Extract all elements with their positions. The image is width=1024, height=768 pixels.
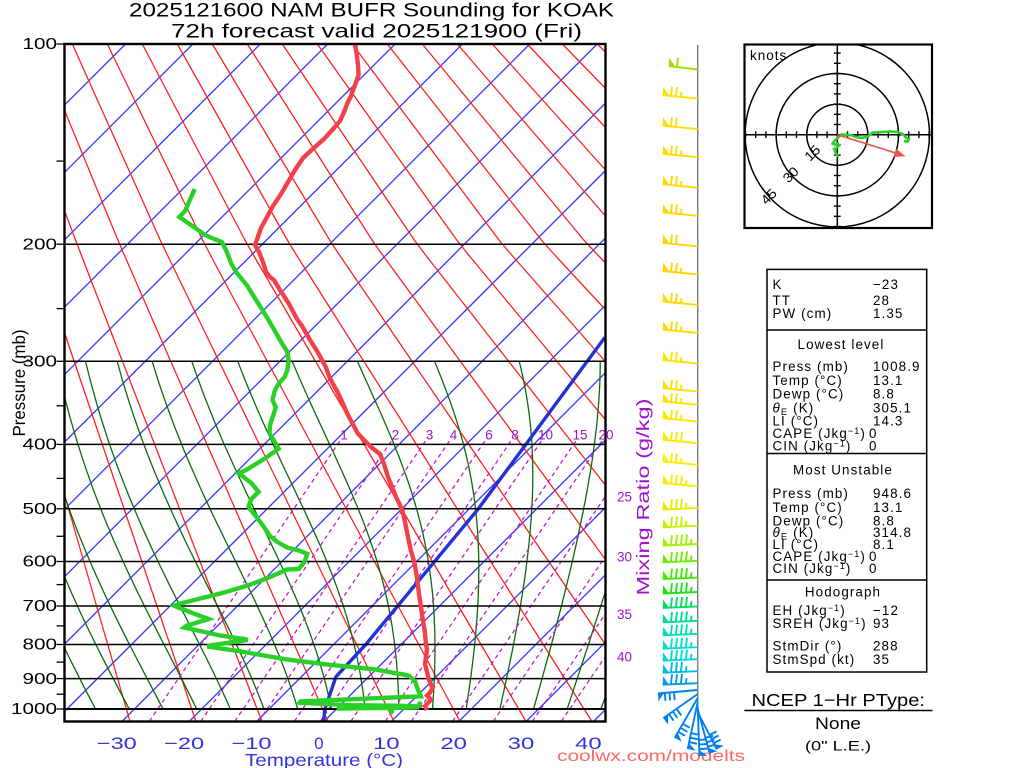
svg-text:72h forecast valid 2025121900: 72h forecast valid 2025121900 (Fri) xyxy=(171,21,582,43)
svg-text:40: 40 xyxy=(617,650,632,665)
svg-text:100: 100 xyxy=(23,36,58,53)
svg-text:LI (°C): LI (°C) xyxy=(773,537,820,552)
svg-text:700: 700 xyxy=(23,598,58,615)
svg-text:4: 4 xyxy=(450,428,458,443)
svg-text:2: 2 xyxy=(392,428,400,443)
svg-text:StmDir (°): StmDir (°) xyxy=(773,638,843,653)
svg-text:EH (Jkg−1): EH (Jkg−1) xyxy=(773,603,846,618)
svg-text:Pressure (mb): Pressure (mb) xyxy=(9,330,29,437)
svg-text:(0" L.E.): (0" L.E.) xyxy=(805,739,871,754)
svg-text:0: 0 xyxy=(314,734,323,753)
svg-text:−30: −30 xyxy=(97,734,137,753)
svg-text:Press (mb): Press (mb) xyxy=(773,359,849,374)
svg-text:CIN (Jkg−1): CIN (Jkg−1) xyxy=(773,439,852,454)
svg-text:2025121600 NAM BUFR Sounding f: 2025121600 NAM BUFR Sounding for KOAK xyxy=(129,0,614,22)
svg-text:θE (K): θE (K) xyxy=(773,525,815,543)
svg-text:15: 15 xyxy=(572,428,587,443)
svg-text:NCEP 1−Hr PType:: NCEP 1−Hr PType: xyxy=(752,690,926,710)
svg-text:3: 3 xyxy=(426,428,434,443)
svg-text:300: 300 xyxy=(23,354,58,371)
svg-text:93: 93 xyxy=(873,616,890,631)
svg-text:28: 28 xyxy=(873,293,890,308)
svg-text:−10: −10 xyxy=(232,734,272,753)
svg-text:35: 35 xyxy=(617,607,632,622)
svg-text:10: 10 xyxy=(538,428,553,443)
svg-text:800: 800 xyxy=(23,637,58,654)
svg-text:LI (°C): LI (°C) xyxy=(773,414,820,429)
svg-text:8.8: 8.8 xyxy=(873,513,895,528)
svg-text:13.1: 13.1 xyxy=(873,373,903,388)
svg-text:Temp (°C): Temp (°C) xyxy=(773,500,843,515)
svg-text:Lowest level: Lowest level xyxy=(798,337,885,352)
svg-text:Dewp (°C): Dewp (°C) xyxy=(773,387,845,402)
svg-text:Press (mb): Press (mb) xyxy=(773,486,849,501)
svg-text:TT: TT xyxy=(773,293,792,308)
svg-text:14.3: 14.3 xyxy=(873,414,903,429)
svg-text:8.1: 8.1 xyxy=(873,537,895,552)
svg-text:600: 600 xyxy=(23,554,58,571)
svg-text:500: 500 xyxy=(23,501,58,518)
svg-text:coolwx.com/modelts: coolwx.com/modelts xyxy=(557,748,745,765)
svg-text:35: 35 xyxy=(873,652,890,667)
svg-text:8.8: 8.8 xyxy=(873,387,895,402)
svg-text:0: 0 xyxy=(869,561,878,576)
svg-text:None: None xyxy=(815,714,861,733)
svg-text:288: 288 xyxy=(873,638,899,653)
svg-text:0: 0 xyxy=(869,439,878,454)
svg-text:0: 0 xyxy=(869,426,878,441)
svg-text:1008.9: 1008.9 xyxy=(873,359,921,374)
svg-text:K: K xyxy=(773,277,783,292)
svg-text:400: 400 xyxy=(23,437,58,454)
svg-text:20: 20 xyxy=(598,428,613,443)
svg-text:1.35: 1.35 xyxy=(873,306,903,321)
svg-text:Hodograph: Hodograph xyxy=(805,584,881,599)
svg-text:20: 20 xyxy=(440,734,467,753)
svg-text:θE (K): θE (K) xyxy=(773,401,815,419)
svg-text:314.8: 314.8 xyxy=(873,525,912,540)
svg-text:900: 900 xyxy=(23,671,58,688)
svg-text:−23: −23 xyxy=(873,277,899,292)
svg-text:305.1: 305.1 xyxy=(873,401,912,416)
svg-text:CAPE (Jkg−1): CAPE (Jkg−1) xyxy=(773,426,866,441)
svg-text:8: 8 xyxy=(511,428,519,443)
svg-text:1000: 1000 xyxy=(11,701,58,718)
svg-text:40: 40 xyxy=(575,734,602,753)
svg-text:10: 10 xyxy=(373,734,400,753)
svg-text:200: 200 xyxy=(23,236,58,253)
svg-text:Most Unstable: Most Unstable xyxy=(793,463,893,478)
svg-text:6: 6 xyxy=(485,428,493,443)
svg-text:StmSpd (kt): StmSpd (kt) xyxy=(773,652,856,667)
svg-text:−12: −12 xyxy=(873,603,899,618)
svg-text:1: 1 xyxy=(340,428,348,443)
svg-text:0: 0 xyxy=(869,549,878,564)
svg-text:Mixing Ratio (g/kg): Mixing Ratio (g/kg) xyxy=(633,399,653,596)
svg-text:CAPE (Jkg−1): CAPE (Jkg−1) xyxy=(773,549,866,564)
svg-text:30: 30 xyxy=(508,734,535,753)
svg-text:13.1: 13.1 xyxy=(873,500,903,515)
svg-text:knots: knots xyxy=(750,48,787,63)
svg-text:SREH (Jkg−1): SREH (Jkg−1) xyxy=(773,616,867,631)
svg-text:PW (cm): PW (cm) xyxy=(773,306,833,321)
svg-text:Temp (°C): Temp (°C) xyxy=(773,373,843,388)
svg-text:Dewp (°C): Dewp (°C) xyxy=(773,513,845,528)
svg-text:CIN (Jkg−1): CIN (Jkg−1) xyxy=(773,561,852,576)
svg-text:30: 30 xyxy=(617,550,632,565)
svg-text:25: 25 xyxy=(617,490,632,505)
svg-text:948.6: 948.6 xyxy=(873,486,912,501)
svg-text:−20: −20 xyxy=(164,734,204,753)
svg-text:Temperature (°C): Temperature (°C) xyxy=(245,750,403,768)
